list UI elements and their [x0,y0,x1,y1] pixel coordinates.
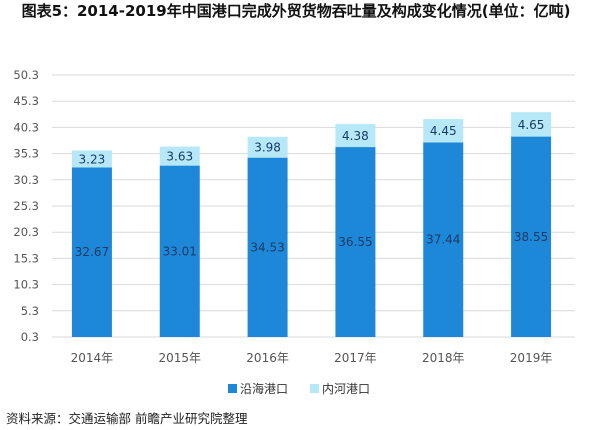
y-tick-label: 0.3 [21,330,39,344]
x-tick-label: 2015年 [158,351,201,365]
bar-inland [511,112,552,137]
x-tick-label: 2016年 [246,351,289,365]
legend-swatch [228,384,237,393]
y-tick-label: 50.3 [13,68,39,82]
data-label-inland: 3.23 [79,152,106,166]
data-labels: 32.67 3.23 33.01 3.63 34.53 3.98 36.55 4.38 37.4… [75,118,549,259]
data-label-coastal: 32.67 [75,245,109,259]
bar-inland [159,146,200,166]
data-label-coastal: 34.53 [250,240,284,254]
stacked-bar-chart: 0.3 5.3 10.3 15.3 20.3 25.3 30.3 35.3 40.3 45.3 50… [13,68,575,396]
bars [71,112,552,337]
data-label-inland: 3.63 [166,150,193,164]
bar-inland [247,136,288,158]
x-tick-label: 2018年 [422,351,465,365]
legend: 沿海港口 内河港口 [228,381,370,396]
y-tick-label: 45.3 [13,94,39,108]
bar-inland [335,124,376,148]
data-label-coastal: 38.55 [514,230,548,244]
bar-inland [71,150,112,168]
bar-inland [423,119,464,143]
data-label-inland: 4.65 [518,118,545,132]
y-tick-label: 15.3 [13,251,39,265]
y-tick-label: 25.3 [13,199,39,213]
y-tick-label: 35.3 [13,147,39,161]
y-tick-label: 20.3 [13,225,39,239]
data-label-inland: 4.45 [430,124,457,138]
data-label-inland: 3.98 [254,141,281,155]
x-tick-label: 2019年 [510,351,553,365]
chart-title: 图表5：2014-2019年中国港口完成外贸货物吞吐量及构成变化情况(单位：亿吨… [21,2,571,20]
x-tick-label: 2014年 [71,351,114,365]
y-tick-label: 10.3 [13,278,39,292]
bar-coastal [159,165,200,337]
x-tick-label: 2017年 [334,351,377,365]
x-axis-ticks: 2014年 2015年 2016年 2017年 2018年 2019年 [71,351,553,365]
bar-coastal [335,147,376,337]
data-label-coastal: 36.55 [338,235,372,249]
y-tick-label: 40.3 [13,120,39,134]
y-axis-ticks: 0.3 5.3 10.3 15.3 20.3 25.3 30.3 35.3 40.3 45.3 50… [13,68,39,344]
data-label-inland: 4.38 [342,129,369,143]
data-label-coastal: 33.01 [163,244,197,258]
bar-coastal [247,157,288,337]
y-tick-label: 30.3 [13,173,39,187]
grid-lines [52,74,575,338]
legend-label: 沿海港口 [240,381,288,396]
source-note: 资料来源：交通运输部 前瞻产业研究院整理 [6,411,248,426]
data-label-coastal: 37.44 [426,233,460,247]
legend-label: 内河港口 [322,382,370,396]
bar-coastal [511,136,552,337]
bar-coastal [423,142,464,337]
bar-coastal [71,167,112,337]
y-tick-label: 5.3 [21,304,39,318]
legend-swatch [310,384,319,393]
